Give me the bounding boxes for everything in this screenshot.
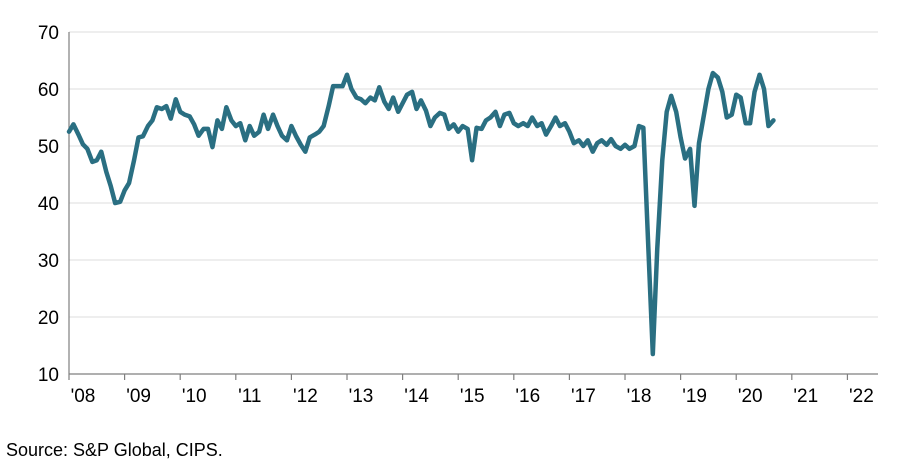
source-note: Source: S&P Global, CIPS.: [6, 440, 223, 460]
y-tick-label: 10: [38, 365, 59, 386]
x-tick-label: '15: [460, 386, 485, 407]
series-line-0: [66, 70, 776, 357]
y-tick-label: 50: [38, 137, 59, 158]
x-tick-label: '19: [682, 386, 707, 407]
y-tick-label: 60: [38, 80, 59, 101]
axes: [68, 32, 878, 380]
x-tick-label: '22: [849, 386, 874, 407]
y-tick-label: 30: [38, 251, 59, 272]
x-tick-label: '10: [182, 386, 207, 407]
y-tick-label: 70: [38, 23, 59, 44]
x-tick-label: '17: [571, 386, 596, 407]
x-tick-label: '09: [126, 386, 151, 407]
x-tick-label: '20: [738, 386, 763, 407]
x-tick-label: '21: [793, 386, 818, 407]
x-tick-labels: '08 '09 '10 '11 '12 '13 '14 '15 '16 '17 '18 '19 '20 '…: [71, 386, 874, 407]
x-tick-label: '08: [71, 386, 96, 407]
series-layer: [66, 70, 776, 357]
gridlines: [69, 31, 878, 318]
x-tick-label: '18: [627, 386, 652, 407]
x-tick-label: '14: [404, 386, 429, 407]
x-tick-label: '12: [293, 386, 318, 407]
y-tick-label: 40: [38, 194, 59, 215]
x-tick-label: '16: [515, 386, 540, 407]
x-tick-label: '13: [349, 386, 374, 407]
x-tick-label: '11: [238, 386, 261, 407]
y-tick-labels: 10 20 30 40 50 60 70: [38, 23, 59, 386]
y-tick-label: 20: [38, 308, 59, 329]
